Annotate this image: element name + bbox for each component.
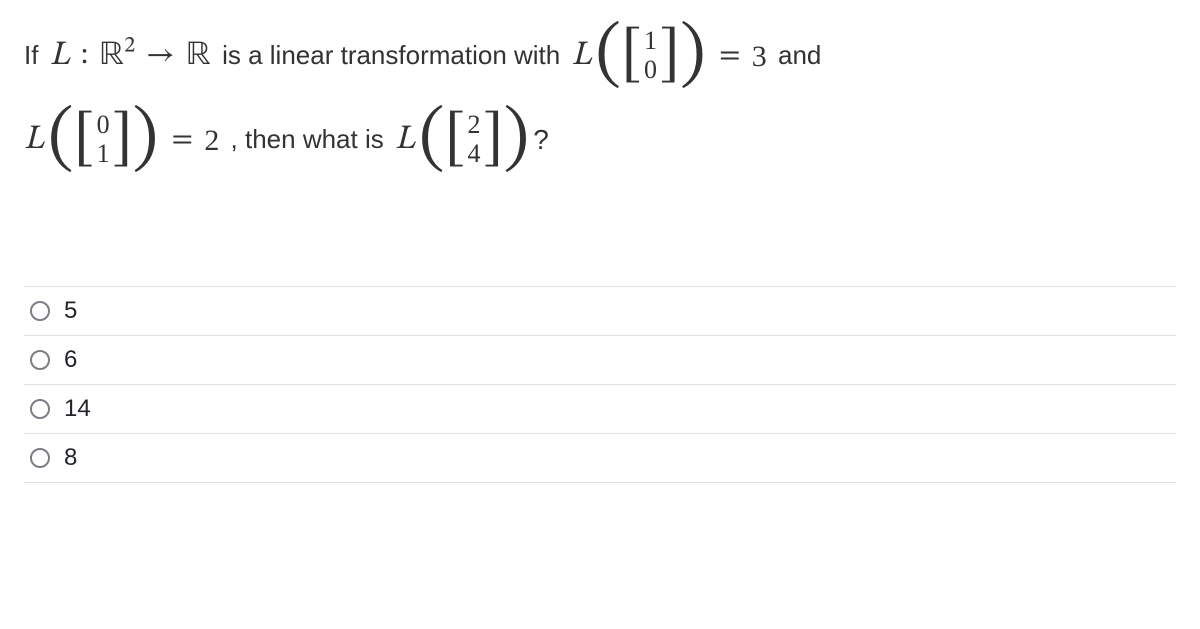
vec3-top: 2: [468, 111, 481, 140]
var-L-3: L: [24, 108, 44, 173]
text-if: If: [24, 31, 38, 80]
vec1-top: 1: [644, 27, 657, 56]
radio-icon[interactable]: [30, 448, 50, 468]
text-then: , then what is: [231, 115, 384, 164]
eq-2: =: [171, 112, 193, 169]
set-R: ℝ: [186, 24, 211, 89]
var-L-4: L: [395, 108, 415, 173]
option-label: 8: [64, 444, 77, 472]
option-c[interactable]: 14: [24, 385, 1176, 434]
qmark: ?: [533, 113, 549, 166]
vector-1: ( [ 1 0 ] ): [595, 20, 705, 92]
val-2: 2: [204, 112, 219, 169]
text-linear: is a linear transformation with: [222, 31, 560, 80]
question-stem: If L : ℝ2 → ℝ is a linear transformation…: [24, 20, 1176, 176]
set-R2: ℝ2: [99, 24, 135, 89]
option-label: 5: [64, 297, 77, 325]
radio-icon[interactable]: [30, 350, 50, 370]
option-d[interactable]: 8: [24, 434, 1176, 483]
option-b[interactable]: 6: [24, 336, 1176, 385]
question-line-1: If L : ℝ2 → ℝ is a linear transformation…: [24, 20, 1176, 92]
option-a[interactable]: 5: [24, 287, 1176, 336]
var-L-2: L: [571, 24, 591, 89]
text-and: and: [778, 31, 821, 80]
vec2-top: 0: [97, 111, 110, 140]
vector-3: ( [ 2 4 ] ): [419, 104, 529, 176]
eq-1: =: [719, 28, 741, 85]
vec3-bot: 4: [468, 140, 481, 169]
val-1: 3: [752, 28, 767, 85]
arrow: →: [146, 28, 174, 85]
radio-icon[interactable]: [30, 301, 50, 321]
option-label: 6: [64, 346, 77, 374]
option-label: 14: [64, 395, 91, 423]
colon: :: [81, 28, 88, 85]
radio-icon[interactable]: [30, 399, 50, 419]
question-line-2: L ( [ 0 1 ] ) = 2 , then what is L ( [ 2…: [24, 104, 1176, 176]
vec1-bot: 0: [644, 56, 657, 85]
vec2-bot: 1: [97, 140, 110, 169]
vector-2: ( [ 0 1 ] ): [48, 104, 158, 176]
var-L: L: [50, 24, 70, 89]
options-list: 5 6 14 8: [24, 286, 1176, 483]
